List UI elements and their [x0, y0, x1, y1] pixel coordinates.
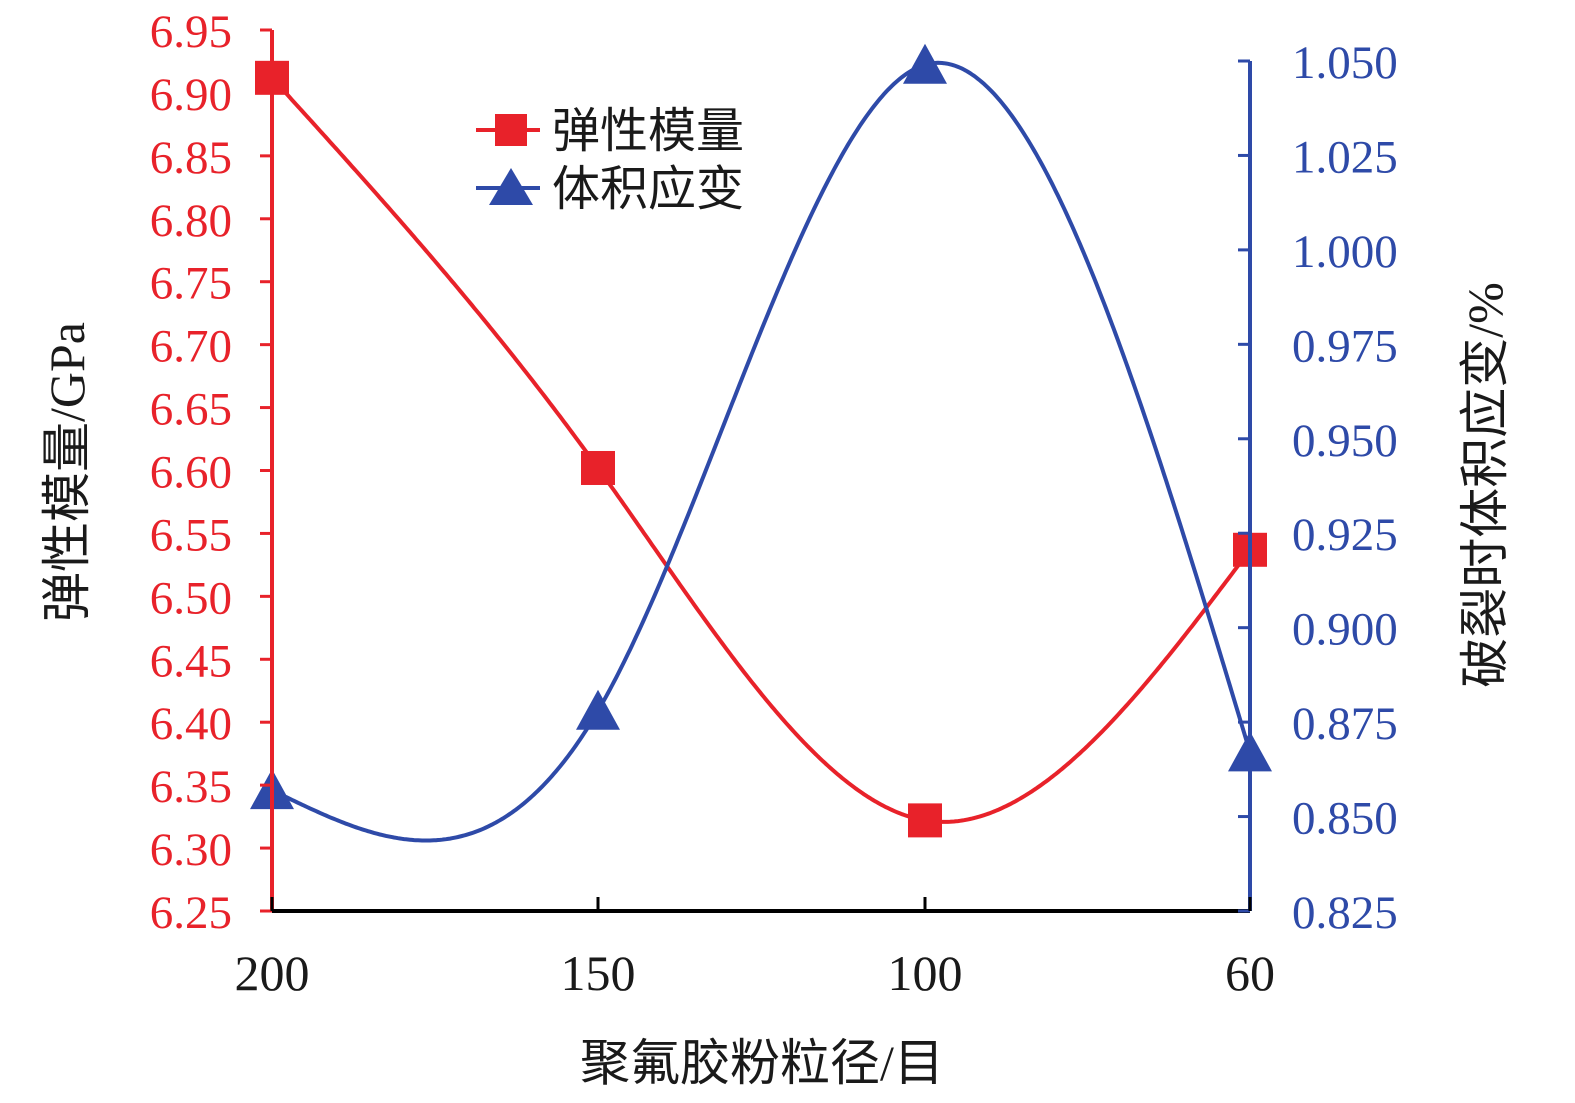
- y-left-tick-label: 6.85: [150, 132, 232, 184]
- y-right-tick-label: 0.825: [1292, 887, 1398, 939]
- plot-markers: [250, 43, 1272, 838]
- y-right-tick-label: 0.900: [1292, 604, 1398, 656]
- y-left-tick-label: 6.75: [150, 258, 232, 310]
- axes: 6.25 6.30 6.35 6.40 6.45 6.50 6.55 6.60 6.65 6.70…: [150, 6, 1398, 1001]
- y-left-tick-label: 6.55: [150, 509, 232, 561]
- legend-square-icon: [495, 114, 527, 146]
- x-tick-label: 150: [561, 945, 636, 1001]
- legend-triangle-icon: [489, 168, 533, 205]
- data-point-triangle: [576, 689, 620, 730]
- y-left-tick-label: 6.95: [150, 6, 232, 58]
- plot-lines: [270, 60, 1252, 843]
- data-point-square: [581, 450, 615, 485]
- x-tick-label: 60: [1225, 945, 1275, 1001]
- series-line-1: [270, 76, 1252, 824]
- y-right-tick-label: 1.025: [1292, 131, 1398, 183]
- y-left-tick-label: 6.90: [150, 69, 232, 121]
- y-left-tick-label: 6.30: [150, 824, 232, 876]
- y-left-tick-label: 6.25: [150, 887, 232, 939]
- y-right-tick-label: 0.875: [1292, 698, 1398, 750]
- y-right-axis-title: 破裂时体积应变/%: [1457, 282, 1513, 688]
- y-left-tick-label: 6.50: [150, 572, 232, 624]
- y-left-tick-label: 6.80: [150, 195, 232, 247]
- legend-label: 体积应变: [552, 163, 744, 216]
- data-point-triangle: [903, 43, 947, 84]
- legend-label: 弹性模量: [552, 105, 744, 158]
- x-tick-label: 200: [235, 945, 310, 1001]
- y-left-tick-label: 6.45: [150, 635, 232, 687]
- x-tick-label: 100: [888, 945, 963, 1001]
- x-axis-title: 聚氟胶粉粒径/目: [580, 1035, 944, 1091]
- y-left-tick-label: 6.70: [150, 321, 232, 373]
- y-right-tick-label: 0.975: [1292, 320, 1398, 372]
- y-left-tick-label: 6.60: [150, 447, 232, 499]
- y-left-tick-label: 6.65: [150, 384, 232, 436]
- y-right-tick-label: 1.000: [1292, 226, 1398, 278]
- y-left-tick-label: 6.40: [150, 698, 232, 750]
- series-line-2: [271, 60, 1252, 843]
- y-right-tick-label: 0.950: [1292, 415, 1398, 467]
- y-left-axis-title: 弹性模量/GPa: [39, 322, 95, 622]
- y-left-tick-label: 6.35: [150, 761, 232, 813]
- y-right-tick-label: 0.925: [1292, 509, 1398, 561]
- y-right-tick-label: 1.050: [1292, 37, 1398, 89]
- y-right-tick-label: 0.850: [1292, 793, 1398, 845]
- data-point-square: [908, 803, 942, 838]
